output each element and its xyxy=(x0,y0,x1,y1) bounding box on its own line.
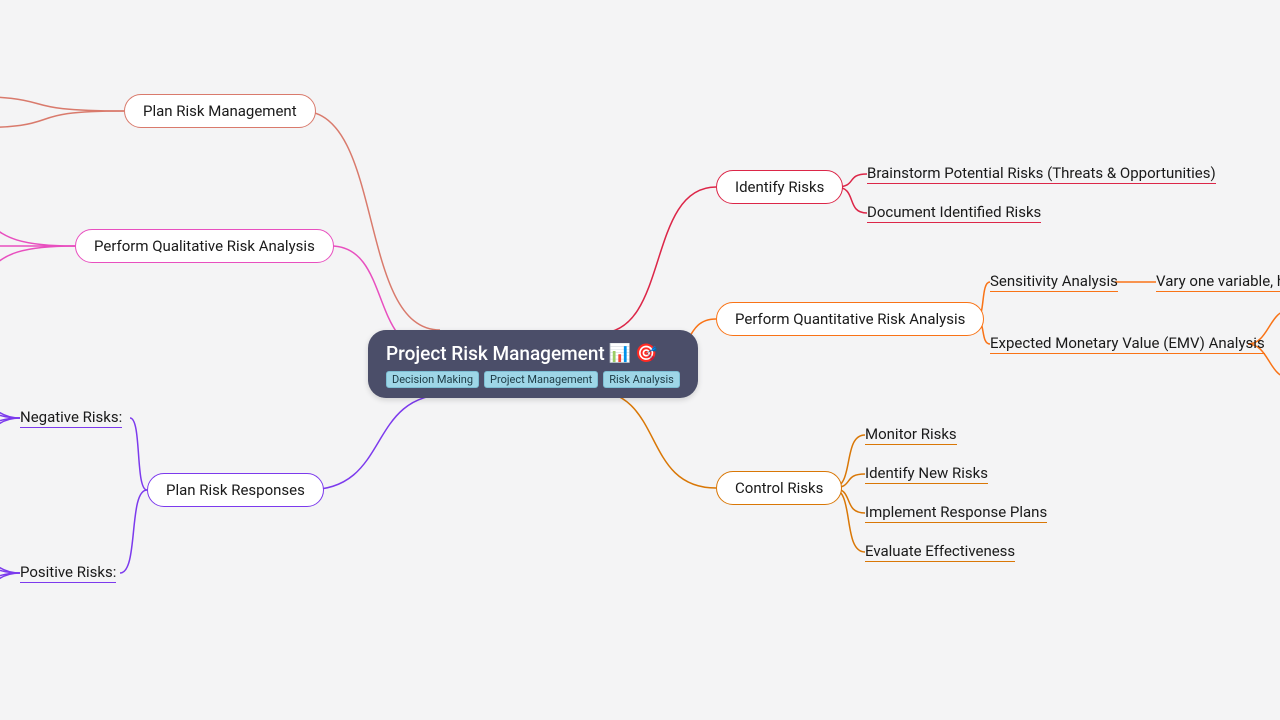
leaf-node[interactable]: Expected Monetary Value (EMV) Analysis xyxy=(990,334,1265,354)
tag[interactable]: Decision Making xyxy=(386,371,479,388)
leaf-node[interactable]: Sensitivity Analysis xyxy=(990,272,1118,292)
branch-label: Identify Risks xyxy=(716,170,843,204)
target-icon: 🎯 xyxy=(635,345,657,363)
branch-node[interactable]: Identify Risks xyxy=(716,170,843,204)
leaf-node[interactable]: Identify New Risks xyxy=(865,464,988,484)
root-tags: Decision Making Project Management Risk An… xyxy=(386,371,680,388)
leaf-label: Brainstorm Potential Risks (Threats & Op… xyxy=(867,164,1216,184)
leaf-label: Document Identified Risks xyxy=(867,203,1041,223)
leaf-label: Sensitivity Analysis xyxy=(990,272,1118,292)
root-node[interactable]: Project Risk Management📊🎯 Decision Making… xyxy=(368,330,698,398)
leaf-label: Negative Risks: xyxy=(20,408,122,428)
root-title: Project Risk Management📊🎯 xyxy=(386,342,680,365)
branch-node[interactable]: Plan Risk Management xyxy=(124,94,316,128)
leaf-label: Expected Monetary Value (EMV) Analysis xyxy=(990,334,1265,354)
mindmap-canvas[interactable]: Project Risk Management📊🎯 Decision Making… xyxy=(0,0,1280,720)
leaf-node[interactable]: Brainstorm Potential Risks (Threats & Op… xyxy=(867,164,1216,184)
leaf-node[interactable]: Negative Risks: xyxy=(20,408,122,428)
leaf-node[interactable]: Positive Risks: xyxy=(20,563,116,583)
branch-label: Plan Risk Responses xyxy=(147,473,324,507)
branch-label: Perform Quantitative Risk Analysis xyxy=(716,302,984,336)
branch-label: Plan Risk Management xyxy=(124,94,316,128)
branch-node[interactable]: Perform Qualitative Risk Analysis xyxy=(75,229,334,263)
tag[interactable]: Risk Analysis xyxy=(603,371,680,388)
branch-label: Perform Qualitative Risk Analysis xyxy=(75,229,334,263)
branch-node[interactable]: Control Risks xyxy=(716,471,842,505)
sub-leaf-node[interactable]: Vary one variable, hol xyxy=(1156,272,1280,292)
root-title-text: Project Risk Management xyxy=(386,342,605,365)
leaf-node[interactable]: Evaluate Effectiveness xyxy=(865,542,1015,562)
sub-leaf-label: Vary one variable, hol xyxy=(1156,272,1280,292)
chart-icon: 📊 xyxy=(609,345,631,363)
branch-node[interactable]: Perform Quantitative Risk Analysis xyxy=(716,302,984,336)
leaf-node[interactable]: Implement Response Plans xyxy=(865,503,1047,523)
leaf-label: Monitor Risks xyxy=(865,425,957,445)
leaf-label: Identify New Risks xyxy=(865,464,988,484)
branch-label: Control Risks xyxy=(716,471,842,505)
leaf-node[interactable]: Monitor Risks xyxy=(865,425,957,445)
leaf-label: Evaluate Effectiveness xyxy=(865,542,1015,562)
leaf-label: Positive Risks: xyxy=(20,563,116,583)
leaf-label: Implement Response Plans xyxy=(865,503,1047,523)
tag[interactable]: Project Management xyxy=(484,371,598,388)
leaf-node[interactable]: Document Identified Risks xyxy=(867,203,1041,223)
branch-node[interactable]: Plan Risk Responses xyxy=(147,473,324,507)
